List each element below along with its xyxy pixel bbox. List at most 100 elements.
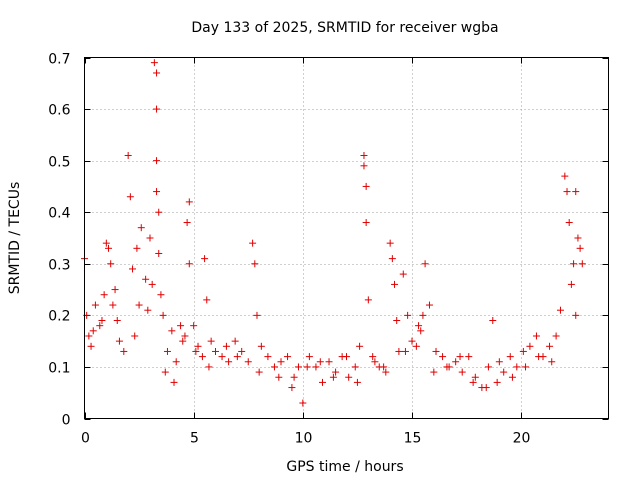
data-point <box>205 363 213 371</box>
data-point <box>275 373 283 381</box>
data-point <box>484 363 492 371</box>
data-point <box>124 151 132 159</box>
data-point <box>111 286 119 294</box>
data-point <box>546 342 554 350</box>
data-point <box>150 59 158 67</box>
data-point <box>257 342 265 350</box>
data-point <box>570 260 578 268</box>
data-point <box>532 332 540 340</box>
y-tick-label: 0.4 <box>48 206 70 222</box>
data-point <box>155 208 163 216</box>
data-point <box>522 363 530 371</box>
data-point <box>159 311 167 319</box>
data-point <box>356 342 364 350</box>
data-point <box>91 301 99 309</box>
data-point <box>288 384 296 392</box>
data-point <box>264 353 272 361</box>
data-point <box>244 358 252 366</box>
x-tick-label: 5 <box>190 431 199 447</box>
data-point <box>185 260 193 268</box>
data-point <box>371 358 379 366</box>
data-point <box>96 322 104 330</box>
data-point <box>561 172 569 180</box>
data-point <box>98 317 106 325</box>
data-point <box>572 188 580 196</box>
data-point <box>325 358 333 366</box>
data-point <box>253 311 261 319</box>
data-point <box>493 378 501 386</box>
data-point <box>207 337 215 345</box>
data-point <box>155 249 163 257</box>
data-point <box>181 332 189 340</box>
data-point <box>146 234 154 242</box>
data-point <box>144 306 152 314</box>
x-tick-label: 15 <box>404 431 422 447</box>
data-point <box>513 363 521 371</box>
data-point <box>177 322 185 330</box>
data-point <box>469 378 477 386</box>
data-point <box>120 347 128 355</box>
data-point <box>404 311 412 319</box>
data-point <box>233 353 241 361</box>
data-point <box>456 353 464 361</box>
data-point <box>556 306 564 314</box>
data-point <box>251 260 259 268</box>
data-point <box>401 347 409 355</box>
data-point <box>535 353 543 361</box>
data-point <box>482 384 490 392</box>
data-point <box>113 317 121 325</box>
data-point <box>563 188 571 196</box>
data-point <box>495 358 503 366</box>
data-point <box>170 378 178 386</box>
data-point <box>417 327 425 335</box>
data-point <box>157 291 165 299</box>
data-point <box>351 363 359 371</box>
data-point <box>163 347 171 355</box>
data-point <box>395 347 403 355</box>
data-point <box>161 368 169 376</box>
data-point <box>369 353 377 361</box>
data-point <box>133 244 141 252</box>
data-point <box>137 224 145 232</box>
data-point <box>109 301 117 309</box>
data-point <box>153 105 161 113</box>
data-point <box>115 337 123 345</box>
data-point <box>576 244 584 252</box>
data-point <box>500 368 508 376</box>
data-point <box>408 337 416 345</box>
data-point <box>218 353 226 361</box>
data-point <box>255 368 263 376</box>
data-point <box>391 280 399 288</box>
data-point <box>360 151 368 159</box>
data-point <box>179 337 187 345</box>
x-tick-label: 10 <box>295 431 313 447</box>
data-point <box>329 373 337 381</box>
data-point <box>421 260 429 268</box>
data-point <box>270 363 278 371</box>
data-point <box>126 193 134 201</box>
data-point <box>526 342 534 350</box>
data-point <box>574 234 582 242</box>
grid-lines <box>84 57 609 419</box>
data-point <box>489 317 497 325</box>
data-point <box>249 239 257 247</box>
data-point <box>425 301 433 309</box>
data-point <box>552 332 560 340</box>
data-point <box>432 347 440 355</box>
data-point <box>465 353 473 361</box>
data-point <box>548 358 556 366</box>
data-point <box>185 198 193 206</box>
data-point <box>87 342 95 350</box>
data-point <box>345 373 353 381</box>
data-point <box>452 358 460 366</box>
data-point <box>471 373 479 381</box>
data-point <box>294 363 302 371</box>
data-point <box>458 368 466 376</box>
data-point <box>393 317 401 325</box>
data-point <box>353 378 361 386</box>
data-point <box>364 296 372 304</box>
data-point <box>238 347 246 355</box>
data-point <box>567 280 575 288</box>
data-point <box>102 239 110 247</box>
